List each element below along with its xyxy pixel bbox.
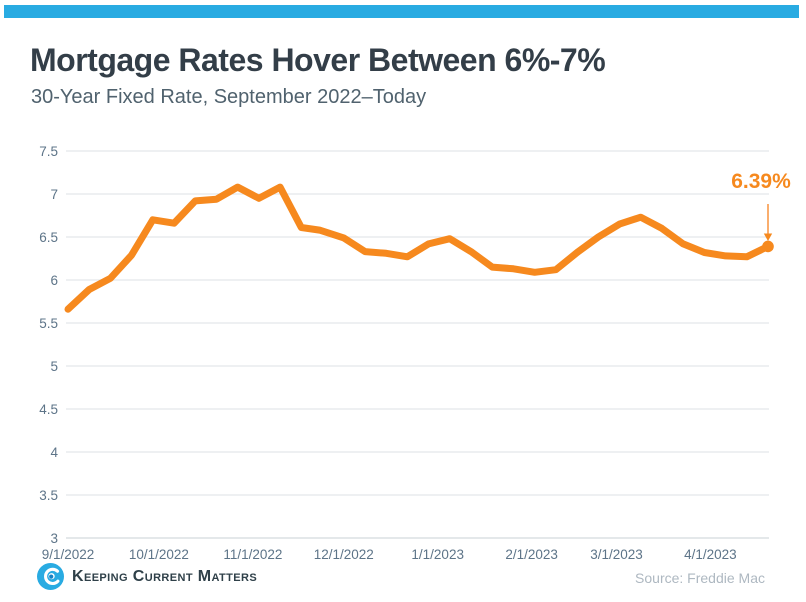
brand-lockup: Keeping Current Matters	[37, 563, 257, 590]
x-tick-label: 9/1/2022	[42, 547, 95, 562]
x-tick-label: 10/1/2022	[129, 547, 189, 562]
accent-bar	[4, 5, 799, 18]
y-tick-label: 7	[50, 187, 58, 202]
y-tick-label: 4.5	[39, 402, 58, 417]
x-tick-label: 4/1/2023	[684, 547, 737, 562]
x-tick-label: 12/1/2022	[314, 547, 374, 562]
brand-name: Keeping Current Matters	[72, 567, 258, 585]
y-tick-label: 3	[50, 531, 58, 546]
y-tick-label: 6	[50, 273, 58, 288]
x-tick-label: 2/1/2023	[505, 547, 558, 562]
x-tick-label: 1/1/2023	[411, 547, 464, 562]
y-tick-label: 4	[50, 445, 58, 460]
annotation-label: 6.39%	[731, 170, 791, 193]
footer: Keeping Current Matters Source: Freddie …	[0, 562, 806, 596]
page-subtitle: 30-Year Fixed Rate, September 2022–Today	[31, 86, 427, 108]
rate-line	[64, 183, 772, 313]
latest-point-marker	[762, 240, 774, 253]
y-tick-label: 7.5	[39, 144, 58, 159]
y-tick-label: 5.5	[39, 316, 58, 331]
x-tick-label: 3/1/2023	[590, 547, 643, 562]
annotation-arrowhead	[763, 233, 773, 241]
y-tick-label: 5	[50, 359, 58, 374]
source-credit: Source: Freddie Mac	[635, 570, 765, 586]
y-tick-label: 3.5	[39, 488, 58, 503]
y-tick-label: 6.5	[39, 230, 58, 245]
page-title: Mortgage Rates Hover Between 6%-7%	[30, 42, 606, 78]
kcm-swirl-logo-icon	[37, 563, 64, 590]
x-tick-label: 11/1/2022	[223, 547, 282, 562]
